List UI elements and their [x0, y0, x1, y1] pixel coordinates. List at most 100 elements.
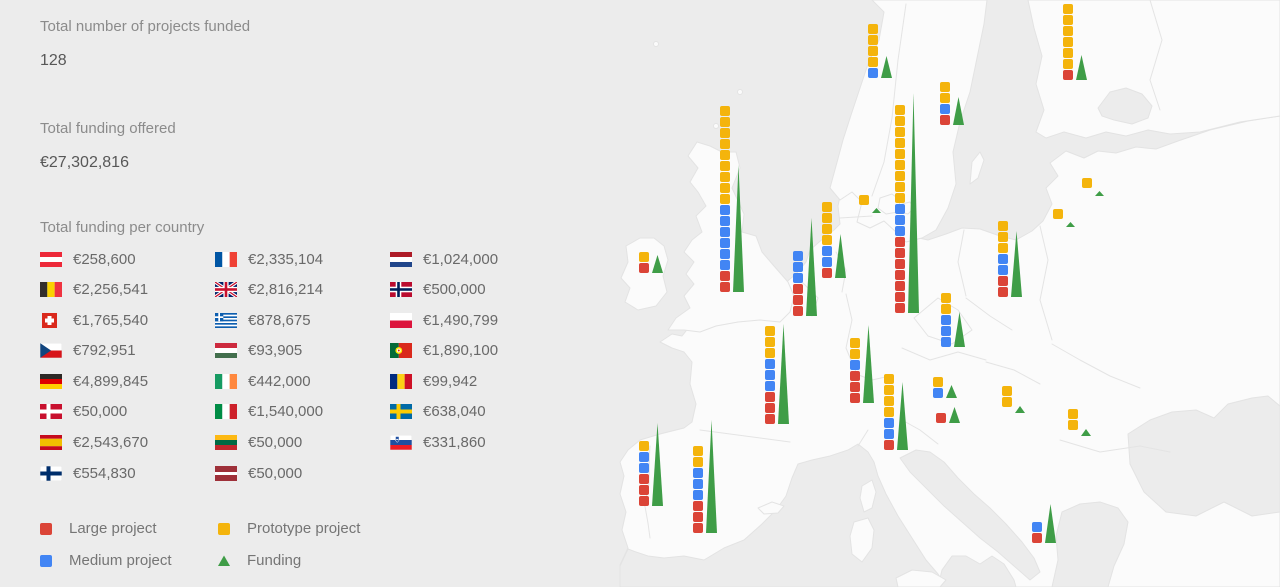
- prototype-project-square[interactable]: [1063, 59, 1073, 69]
- medium-project-square[interactable]: [765, 370, 775, 380]
- large-project-square[interactable]: [639, 474, 649, 484]
- prototype-project-square[interactable]: [895, 182, 905, 192]
- project-squares-stack[interactable]: [895, 105, 905, 314]
- prototype-project-square[interactable]: [895, 105, 905, 115]
- large-project-square[interactable]: [895, 248, 905, 258]
- large-project-square[interactable]: [895, 237, 905, 247]
- prototype-project-square[interactable]: [895, 171, 905, 181]
- project-squares-stack[interactable]: [868, 24, 878, 79]
- project-squares-stack[interactable]: [884, 374, 894, 451]
- prototype-project-square[interactable]: [1082, 178, 1092, 188]
- prototype-project-square[interactable]: [1063, 48, 1073, 58]
- large-project-square[interactable]: [822, 268, 832, 278]
- project-squares-stack[interactable]: [1032, 522, 1042, 544]
- large-project-square[interactable]: [693, 523, 703, 533]
- funding-triangle[interactable]: [908, 93, 919, 318]
- project-squares-stack[interactable]: [693, 446, 703, 534]
- large-project-square[interactable]: [1032, 533, 1042, 543]
- prototype-project-square[interactable]: [720, 194, 730, 204]
- medium-project-square[interactable]: [868, 68, 878, 78]
- medium-project-square[interactable]: [720, 216, 730, 226]
- prototype-project-square[interactable]: [884, 374, 894, 384]
- large-project-square[interactable]: [895, 281, 905, 291]
- medium-project-square[interactable]: [1032, 522, 1042, 532]
- funding-triangle[interactable]: [1076, 55, 1087, 85]
- prototype-project-square[interactable]: [895, 127, 905, 137]
- prototype-project-square[interactable]: [998, 221, 1008, 231]
- project-squares-stack[interactable]: [1082, 178, 1092, 189]
- large-project-square[interactable]: [998, 287, 1008, 297]
- funding-triangle[interactable]: [881, 56, 892, 83]
- prototype-project-square[interactable]: [720, 172, 730, 182]
- prototype-project-square[interactable]: [868, 46, 878, 56]
- project-squares-stack[interactable]: [793, 251, 803, 317]
- large-project-square[interactable]: [639, 263, 649, 273]
- large-project-square[interactable]: [998, 276, 1008, 286]
- prototype-project-square[interactable]: [941, 304, 951, 314]
- funding-triangle[interactable]: [949, 407, 960, 428]
- large-project-square[interactable]: [940, 115, 950, 125]
- funding-triangle[interactable]: [835, 234, 846, 283]
- prototype-project-square[interactable]: [895, 138, 905, 148]
- funding-triangle[interactable]: [872, 200, 881, 218]
- prototype-project-square[interactable]: [639, 252, 649, 262]
- prototype-project-square[interactable]: [720, 106, 730, 116]
- prototype-project-square[interactable]: [884, 407, 894, 417]
- large-project-square[interactable]: [765, 392, 775, 402]
- prototype-project-square[interactable]: [895, 149, 905, 159]
- large-project-square[interactable]: [693, 512, 703, 522]
- large-project-square[interactable]: [693, 501, 703, 511]
- medium-project-square[interactable]: [720, 260, 730, 270]
- funding-triangle[interactable]: [863, 325, 874, 408]
- large-project-square[interactable]: [793, 284, 803, 294]
- funding-triangle[interactable]: [1066, 214, 1075, 232]
- prototype-project-square[interactable]: [1063, 26, 1073, 36]
- project-squares-stack[interactable]: [822, 202, 832, 279]
- funding-triangle[interactable]: [652, 423, 663, 511]
- funding-triangle[interactable]: [953, 97, 964, 130]
- project-squares-stack[interactable]: [639, 252, 649, 274]
- medium-project-square[interactable]: [793, 251, 803, 261]
- large-project-square[interactable]: [850, 393, 860, 403]
- medium-project-square[interactable]: [895, 215, 905, 225]
- medium-project-square[interactable]: [639, 463, 649, 473]
- medium-project-square[interactable]: [720, 238, 730, 248]
- medium-project-square[interactable]: [884, 429, 894, 439]
- project-squares-stack[interactable]: [720, 106, 730, 293]
- prototype-project-square[interactable]: [720, 150, 730, 160]
- prototype-project-square[interactable]: [822, 224, 832, 234]
- medium-project-square[interactable]: [765, 359, 775, 369]
- prototype-project-square[interactable]: [693, 457, 703, 467]
- project-squares-stack[interactable]: [1068, 409, 1078, 431]
- prototype-project-square[interactable]: [868, 24, 878, 34]
- prototype-project-square[interactable]: [895, 160, 905, 170]
- large-project-square[interactable]: [765, 414, 775, 424]
- medium-project-square[interactable]: [941, 326, 951, 336]
- medium-project-square[interactable]: [693, 479, 703, 489]
- large-project-square[interactable]: [895, 259, 905, 269]
- project-squares-stack[interactable]: [639, 441, 649, 507]
- project-squares-stack[interactable]: [765, 326, 775, 425]
- funding-triangle[interactable]: [1081, 423, 1091, 441]
- project-squares-stack[interactable]: [936, 413, 946, 424]
- large-project-square[interactable]: [884, 440, 894, 450]
- medium-project-square[interactable]: [850, 360, 860, 370]
- medium-project-square[interactable]: [933, 388, 943, 398]
- project-squares-stack[interactable]: [859, 195, 869, 206]
- funding-triangle[interactable]: [1015, 400, 1025, 418]
- medium-project-square[interactable]: [693, 490, 703, 500]
- medium-project-square[interactable]: [895, 226, 905, 236]
- prototype-project-square[interactable]: [1063, 37, 1073, 47]
- funding-triangle[interactable]: [652, 255, 663, 278]
- prototype-project-square[interactable]: [998, 232, 1008, 242]
- prototype-project-square[interactable]: [884, 385, 894, 395]
- prototype-project-square[interactable]: [1053, 209, 1063, 219]
- medium-project-square[interactable]: [822, 246, 832, 256]
- project-squares-stack[interactable]: [1063, 4, 1073, 81]
- medium-project-square[interactable]: [639, 452, 649, 462]
- prototype-project-square[interactable]: [859, 195, 869, 205]
- large-project-square[interactable]: [895, 270, 905, 280]
- prototype-project-square[interactable]: [1002, 397, 1012, 407]
- funding-triangle[interactable]: [946, 385, 957, 403]
- medium-project-square[interactable]: [998, 265, 1008, 275]
